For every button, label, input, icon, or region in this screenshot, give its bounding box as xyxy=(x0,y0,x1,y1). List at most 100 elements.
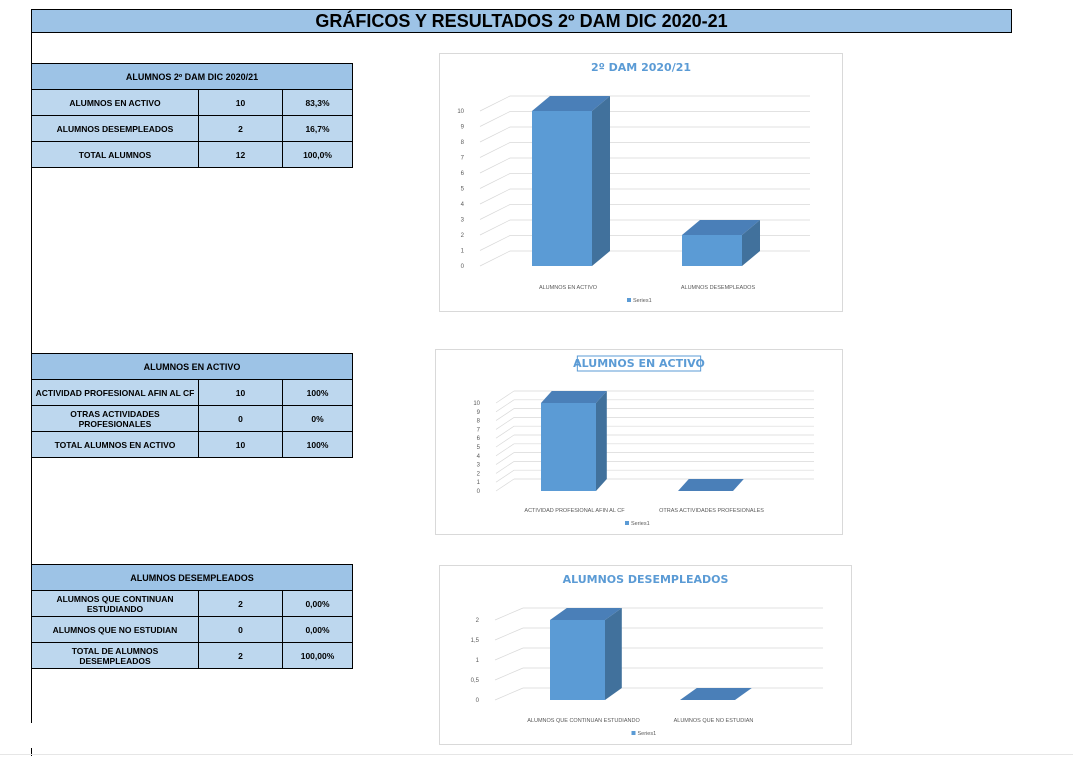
gridline-side xyxy=(495,399,515,413)
row-percent: 100% xyxy=(281,379,354,406)
y-tick-label: 10 xyxy=(457,109,464,115)
y-tick-label: 8 xyxy=(461,140,465,146)
row-count: 2 xyxy=(198,642,283,669)
gridline-side xyxy=(494,627,524,641)
bar-top xyxy=(682,220,760,235)
chart-title: ALUMNOS EN ACTIVO xyxy=(573,357,705,370)
row-percent: 16,7% xyxy=(281,115,354,142)
gridline-side xyxy=(495,461,515,474)
legend-label: Series1 xyxy=(633,298,652,304)
y-tick-label: 6 xyxy=(461,171,465,177)
chart-title: 2º DAM 2020/21 xyxy=(591,61,691,74)
y-tick-label: 0 xyxy=(477,489,481,495)
row-label: OTRAS ACTIVIDADES PROFESIONALES xyxy=(31,405,199,432)
table-header: ALUMNOS EN ACTIVO xyxy=(30,353,354,380)
legend-swatch xyxy=(625,521,629,525)
row-count: 10 xyxy=(198,89,283,116)
row-percent: 0,00% xyxy=(281,616,354,643)
y-tick-label: 4 xyxy=(461,202,465,208)
table-row: OTRAS ACTIVIDADES PROFESIONALES 0 0% xyxy=(31,405,354,432)
gridline-side xyxy=(495,408,515,421)
gridline-side xyxy=(495,478,515,492)
row-label: ALUMNOS QUE NO ESTUDIAN xyxy=(31,616,199,643)
table-header: ALUMNOS 2º DAM DIC 2020/21 xyxy=(30,63,354,90)
y-tick-label: 2 xyxy=(461,233,465,239)
x-category-label: ACTIVIDAD PROFESIONAL AFIN AL CF xyxy=(524,508,625,514)
bar-side xyxy=(605,608,622,700)
y-tick-label: 4 xyxy=(477,454,481,460)
legend-label: Series1 xyxy=(631,521,650,527)
bar-side xyxy=(592,96,610,266)
bar-top xyxy=(532,96,610,111)
gridline-side xyxy=(494,667,524,681)
bar-top xyxy=(678,479,744,491)
x-category-label: ALUMNOS QUE NO ESTUDIAN xyxy=(674,718,754,724)
y-tick-label: 2 xyxy=(476,618,480,624)
gridline-side xyxy=(495,469,515,483)
bar-top xyxy=(550,608,622,620)
gridline-side xyxy=(495,417,515,430)
gridline-side xyxy=(494,607,524,621)
x-category-label: ALUMNOS EN ACTIVO xyxy=(539,285,598,291)
row-count: 0 xyxy=(198,405,283,432)
left-border-stub xyxy=(31,748,32,756)
gridline-side xyxy=(479,235,511,251)
gridline-side xyxy=(479,142,511,158)
row-label: ACTIVIDAD PROFESIONAL AFIN AL CF xyxy=(31,379,199,406)
x-category-label: ALUMNOS QUE CONTINUAN ESTUDIANDO xyxy=(527,718,640,724)
gridline-side xyxy=(479,157,511,174)
y-tick-label: 10 xyxy=(473,401,480,407)
row-count: 2 xyxy=(198,590,283,617)
row-percent: 100% xyxy=(281,431,354,458)
table-header: ALUMNOS DESEMPLEADOS xyxy=(30,564,354,591)
bar xyxy=(532,111,592,266)
gridline-side xyxy=(479,95,511,112)
row-percent: 0% xyxy=(281,405,354,432)
chart-svg: ALUMNOS EN ACTIVO 0 1 2 3 4 5 6 7 8 9 10 ACTIVIDAD P… xyxy=(473,355,814,527)
y-tick-label: 3 xyxy=(477,463,481,469)
bar xyxy=(541,403,596,491)
bar-side xyxy=(596,391,607,491)
y-tick-label: 0 xyxy=(476,698,480,704)
table-row: ALUMNOS DESEMPLEADOS 2 16,7% xyxy=(31,115,354,142)
table-row: ALUMNOS QUE NO ESTUDIAN 0 0,00% xyxy=(31,616,354,643)
gridline-side xyxy=(479,173,511,189)
gridline-side xyxy=(479,219,511,236)
summary-table: ALUMNOS 2º DAM DIC 2020/21 ALUMNOS EN AC… xyxy=(30,63,354,168)
row-label: TOTAL ALUMNOS xyxy=(31,141,199,168)
gridline-side xyxy=(479,188,511,205)
row-count: 10 xyxy=(198,379,283,406)
y-tick-label: 5 xyxy=(461,187,465,193)
y-tick-label: 7 xyxy=(477,427,481,433)
y-tick-label: 0,5 xyxy=(471,678,480,684)
legend-swatch xyxy=(631,731,636,735)
row-label: ALUMNOS QUE CONTINUAN ESTUDIANDO xyxy=(31,590,199,617)
table-row: TOTAL DE ALUMNOS DESEMPLEADOS 2 100,00% xyxy=(31,642,354,669)
gridline-side xyxy=(479,250,511,267)
bar xyxy=(682,235,742,266)
row-count: 2 xyxy=(198,115,283,142)
bar-top xyxy=(680,688,752,700)
row-label: TOTAL DE ALUMNOS DESEMPLEADOS xyxy=(31,642,199,669)
bottom-divider xyxy=(0,754,1073,755)
row-count: 10 xyxy=(198,431,283,458)
y-tick-label: 0 xyxy=(461,264,465,270)
table-row: TOTAL ALUMNOS EN ACTIVO 10 100% xyxy=(31,431,354,458)
chart-svg: 2º DAM 2020/21 0 1 2 3 4 5 6 7 8 9 10 ALUMNOS EN ACT… xyxy=(457,61,810,304)
active-students-table: ALUMNOS EN ACTIVO ACTIVIDAD PROFESIONAL … xyxy=(30,353,354,458)
table-row: ALUMNOS QUE CONTINUAN ESTUDIANDO 2 0,00% xyxy=(31,590,354,617)
y-tick-label: 9 xyxy=(461,125,465,131)
row-percent: 100,00% xyxy=(281,642,354,669)
y-tick-label: 9 xyxy=(477,410,481,416)
row-label: ALUMNOS DESEMPLEADOS xyxy=(31,115,199,142)
gridline-side xyxy=(494,647,524,661)
gridline-side xyxy=(479,111,511,127)
row-count: 12 xyxy=(198,141,283,168)
row-percent: 83,3% xyxy=(281,89,354,116)
chart-svg: ALUMNOS DESEMPLEADOS 0 0,5 1 1,5 2 ALUMNOS QUE… xyxy=(471,573,823,737)
gridline-side xyxy=(495,452,515,465)
row-count: 0 xyxy=(198,616,283,643)
row-percent: 100,0% xyxy=(281,141,354,168)
row-label: ALUMNOS EN ACTIVO xyxy=(31,89,199,116)
unemployed-students-table: ALUMNOS DESEMPLEADOS ALUMNOS QUE CONTINU… xyxy=(30,564,354,669)
